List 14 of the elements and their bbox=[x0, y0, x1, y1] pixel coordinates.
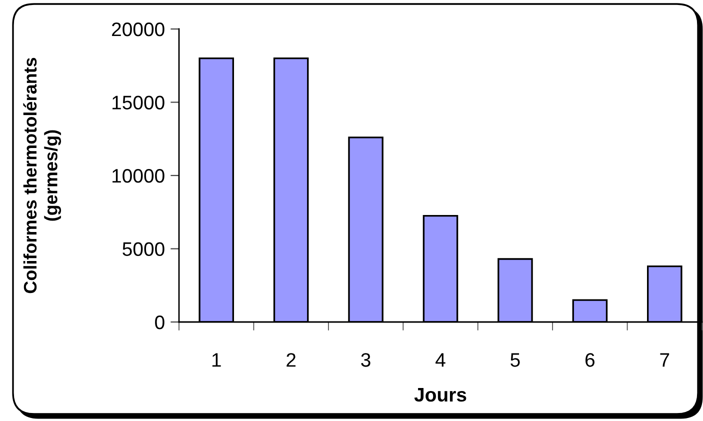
x-tick-label: 4 bbox=[436, 353, 446, 367]
x-tick-label: 5 bbox=[510, 353, 520, 367]
y-tick-label: 0 bbox=[155, 315, 164, 330]
y-tick-label: 15000 bbox=[112, 96, 164, 110]
y-tick-label: 10000 bbox=[112, 168, 164, 183]
x-tick-label: 2 bbox=[286, 353, 296, 367]
x-tick-label: 6 bbox=[586, 353, 594, 367]
y-axis-title: Coliformes thermotolérants (germes/g) bbox=[23, 58, 62, 294]
x-tick-label: 3 bbox=[361, 353, 370, 367]
x-axis-title: Jours bbox=[414, 388, 466, 402]
x-tick-label: 7 bbox=[660, 353, 670, 367]
x-tick-label: 1 bbox=[212, 353, 221, 367]
y-tick-label: 20000 bbox=[112, 22, 164, 36]
y-tick-label: 5000 bbox=[122, 242, 164, 256]
